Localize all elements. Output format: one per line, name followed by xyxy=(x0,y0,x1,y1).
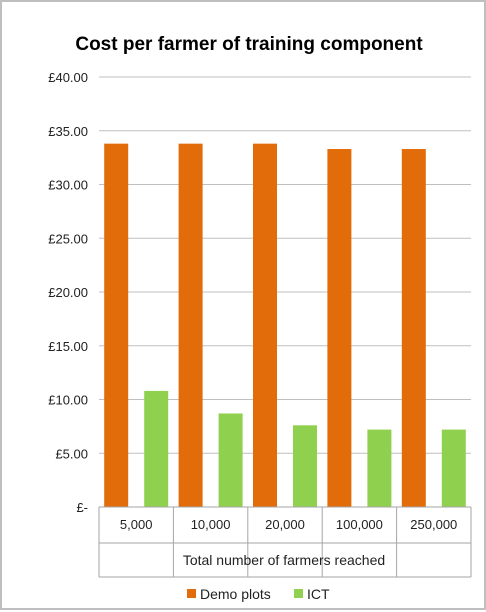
y-tick-label: £40.00 xyxy=(48,70,88,85)
y-tick-label: £35.00 xyxy=(48,124,88,139)
bar-ict xyxy=(218,413,243,507)
bar-demo-plots xyxy=(178,143,203,507)
y-tick-label: £5.00 xyxy=(55,446,88,461)
x-axis-tick-labels: 5,000 10,000 20,000 100,000 250,000 xyxy=(120,517,457,532)
x-tick-label: 5,000 xyxy=(120,517,153,532)
y-axis-tick-labels: £40.00 £35.00 £30.00 £25.00 £20.00 £15.00 £10.… xyxy=(48,70,88,515)
x-tick-label: 250,000 xyxy=(410,517,457,532)
bars xyxy=(104,143,466,507)
bar-demo-plots xyxy=(401,149,426,507)
x-tick-label: 100,000 xyxy=(336,517,383,532)
x-axis xyxy=(98,506,472,578)
x-tick-label: 20,000 xyxy=(265,517,305,532)
legend-swatch xyxy=(187,589,196,598)
bar-demo-plots xyxy=(104,143,129,507)
bar-ict xyxy=(144,390,169,507)
bar-demo-plots xyxy=(327,149,352,507)
y-tick-label: £- xyxy=(76,500,88,515)
x-axis-title: Total number of farmers reached xyxy=(183,552,385,568)
bar-ict xyxy=(441,429,466,507)
x-tick-label: 10,000 xyxy=(191,517,231,532)
y-tick-label: £10.00 xyxy=(48,393,88,408)
y-tick-label: £15.00 xyxy=(48,339,88,354)
y-tick-label: £20.00 xyxy=(48,285,88,300)
bar-ict xyxy=(293,425,317,507)
chart-title: Cost per farmer of training component xyxy=(75,34,423,55)
legend: Demo plots ICT xyxy=(187,586,330,602)
legend-label: ICT xyxy=(307,586,330,602)
y-tick-label: £30.00 xyxy=(48,178,88,193)
bar-demo-plots xyxy=(253,143,277,507)
legend-swatch xyxy=(294,589,303,598)
legend-label: Demo plots xyxy=(200,586,271,602)
bar-ict xyxy=(367,429,392,507)
y-tick-label: £25.00 xyxy=(48,231,88,246)
